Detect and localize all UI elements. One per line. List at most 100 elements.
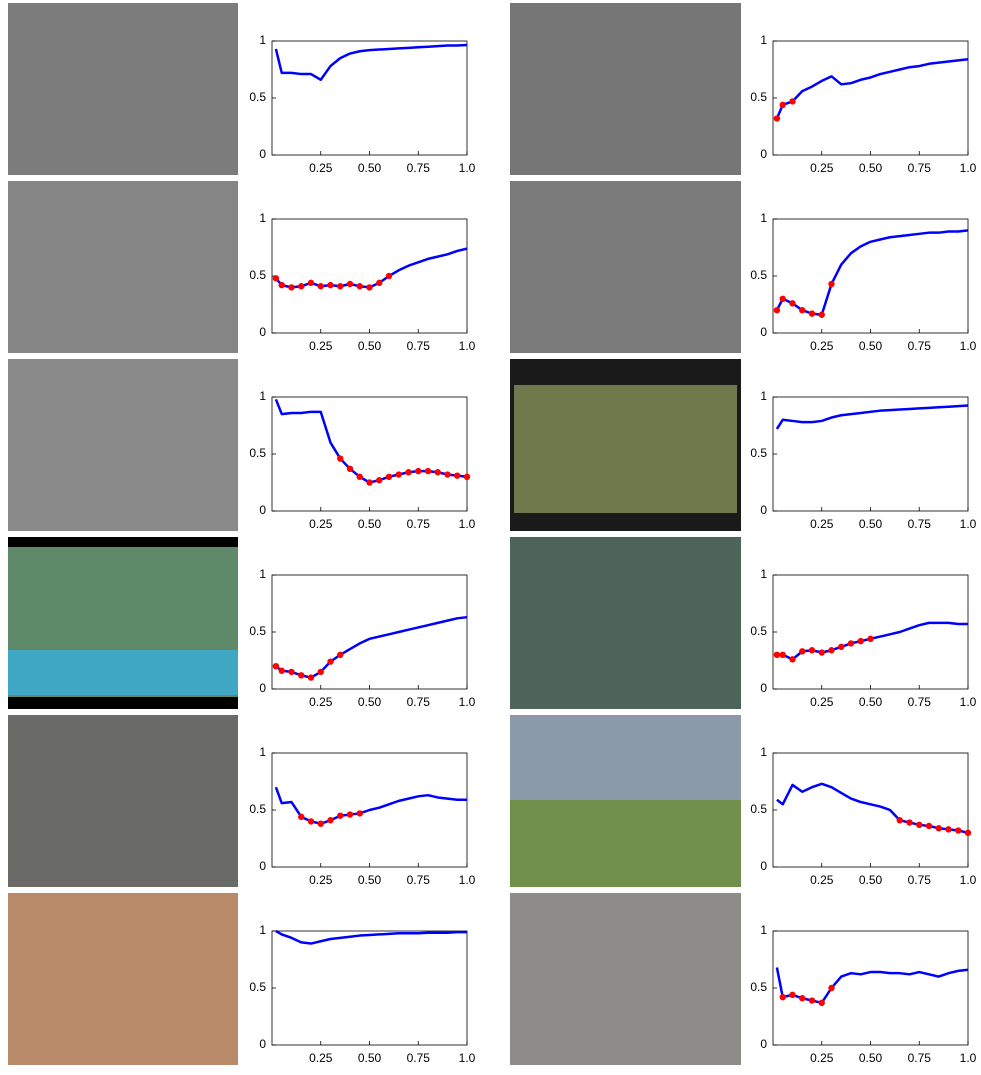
data-point — [789, 98, 796, 105]
video-frame — [510, 893, 741, 1065]
line-chart: 0 0.5 1 0.25 0.50 0.75 1.0 — [750, 745, 976, 887]
x-tick-label: 0.25 — [810, 339, 834, 353]
data-point — [828, 280, 835, 288]
y-tick-label: 0.5 — [249, 268, 266, 282]
y-tick-label: 1 — [259, 745, 266, 759]
x-tick-label: 0.75 — [908, 517, 932, 531]
x-tick-label: 0.75 — [908, 339, 932, 353]
data-point — [857, 637, 864, 645]
data-point — [773, 307, 781, 314]
data-point — [356, 473, 363, 480]
plot-frame — [772, 574, 969, 690]
data-point — [298, 672, 305, 679]
line-chart: 0 0.5 1 0.25 0.50 0.75 1.0 — [750, 567, 976, 709]
y-tick-label: 1 — [259, 211, 266, 225]
line-chart: 0 0.5 1 0.25 0.50 0.75 1.0 — [249, 567, 475, 709]
data-point — [272, 663, 280, 670]
data-point — [779, 651, 786, 658]
y-tick-label: 0.5 — [249, 90, 266, 104]
data-point — [424, 467, 432, 475]
data-point — [773, 115, 781, 122]
x-tick-label: 0.75 — [908, 873, 932, 887]
x-tick-label: 1.0 — [960, 161, 977, 175]
x-tick-label: 0.50 — [358, 695, 382, 709]
y-tick-label: 0 — [760, 325, 767, 339]
data-point — [385, 272, 393, 280]
data-point — [789, 991, 796, 999]
x-tick-label: 0.25 — [309, 873, 333, 887]
y-tick-label: 1 — [760, 745, 767, 759]
x-tick-label: 1.0 — [960, 1051, 977, 1065]
x-tick-label: 0.75 — [407, 873, 431, 887]
data-point — [317, 668, 324, 676]
data-line — [274, 786, 467, 825]
data-point — [405, 469, 412, 476]
data-point — [272, 275, 280, 282]
video-frame — [510, 3, 741, 175]
x-tick-label: 1.0 — [459, 517, 476, 531]
y-tick-label: 0 — [259, 147, 266, 161]
y-tick-label: 0.5 — [750, 90, 767, 104]
x-tick-label: 0.25 — [309, 339, 333, 353]
plot-frame — [271, 930, 468, 1046]
x-tick-label: 0.50 — [859, 1051, 883, 1065]
x-tick-label: 1.0 — [960, 517, 977, 531]
x-tick-label: 0.50 — [358, 1051, 382, 1065]
y-tick-label: 0 — [259, 503, 266, 517]
line-chart: 0 0.5 1 0.25 0.50 0.75 1.0 — [249, 33, 475, 175]
y-tick-label: 1 — [259, 33, 266, 47]
plot-frame — [271, 218, 468, 334]
data-point — [925, 822, 933, 830]
x-tick-label: 0.50 — [859, 695, 883, 709]
data-point — [337, 455, 344, 462]
data-point — [298, 283, 305, 290]
line-chart: 0 0.5 1 0.25 0.50 0.75 1.0 — [249, 211, 475, 353]
x-tick-label: 1.0 — [960, 695, 977, 709]
video-frames — [8, 3, 741, 1065]
video-frame — [8, 893, 238, 1065]
video-frame-content — [514, 385, 737, 513]
plot-frame — [772, 218, 969, 334]
video-frame — [8, 181, 238, 353]
video-frame — [8, 3, 238, 175]
y-tick-label: 0.5 — [750, 980, 767, 994]
data-point — [916, 821, 923, 829]
x-tick-label: 0.25 — [810, 517, 834, 531]
x-tick-label: 0.50 — [859, 161, 883, 175]
x-tick-label: 1.0 — [459, 873, 476, 887]
data-point — [808, 310, 816, 317]
x-tick-label: 0.75 — [407, 517, 431, 531]
x-tick-label: 0.75 — [908, 1051, 932, 1065]
line-chart: 0 0.5 1 0.25 0.50 0.75 1.0 — [750, 211, 976, 353]
data-point — [789, 656, 796, 663]
x-tick-label: 1.0 — [960, 873, 977, 887]
plot-frame — [772, 752, 969, 868]
plot-frame — [772, 396, 969, 512]
x-tick-label: 0.25 — [810, 873, 834, 887]
data-point — [376, 279, 383, 287]
y-tick-label: 1 — [259, 389, 266, 403]
y-tick-label: 1 — [760, 389, 767, 403]
data-point — [964, 829, 972, 836]
x-tick-label: 0.25 — [810, 161, 834, 175]
data-point — [955, 827, 962, 834]
data-point — [298, 813, 305, 821]
data-line — [274, 247, 468, 289]
pool-water — [8, 650, 238, 695]
y-tick-label: 0 — [259, 325, 266, 339]
line-chart: 0 0.5 1 0.25 0.50 0.75 1.0 — [750, 33, 976, 175]
data-line — [775, 404, 969, 430]
x-tick-label: 1.0 — [459, 339, 476, 353]
y-tick-label: 0 — [760, 147, 767, 161]
data-point — [415, 467, 422, 475]
data-point — [867, 635, 874, 643]
data-point — [395, 471, 402, 478]
line-chart: 0 0.5 1 0.25 0.50 0.75 1.0 — [249, 745, 475, 887]
data-point — [376, 477, 383, 484]
data-point — [896, 817, 903, 824]
data-point — [366, 284, 373, 291]
data-point — [463, 473, 471, 480]
line-chart: 0 0.5 1 0.25 0.50 0.75 1.0 — [249, 389, 475, 531]
x-tick-label: 0.75 — [407, 161, 431, 175]
